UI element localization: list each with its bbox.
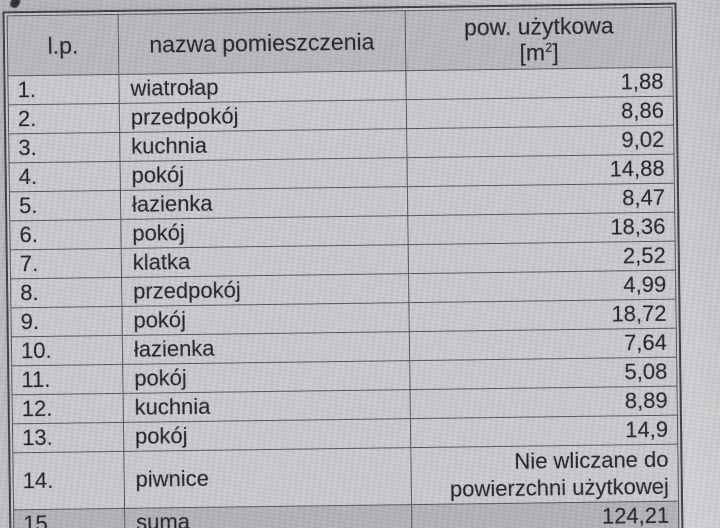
cell-area: 14,88 — [406, 154, 675, 187]
header-usable-area: pow. użytkowa [m2] — [405, 7, 673, 71]
cell-lp: 12. — [12, 393, 124, 424]
table-row-piwnice: 14. piwnice Nie wliczane do powierzchni … — [12, 444, 679, 510]
cell-lp: 9. — [10, 306, 123, 337]
cell-area: 4,99 — [408, 270, 676, 303]
cell-area: 8,86 — [406, 96, 674, 129]
table-header-row: l.p. nazwa pomieszczenia pow. użytkowa [… — [7, 7, 673, 76]
cell-room-name: pokój — [122, 360, 411, 394]
cell-area: 7,64 — [409, 328, 677, 361]
cell-lp: 4. — [9, 161, 121, 192]
cell-lp: 11. — [11, 364, 123, 395]
header-room-name: nazwa pomieszczenia — [117, 10, 406, 75]
cell-area: 9,02 — [406, 125, 674, 158]
room-area-table: l.p. nazwa pomieszczenia pow. użytkowa [… — [2, 2, 684, 528]
cell-lp: 5. — [9, 190, 121, 221]
cell-lp: 8. — [10, 277, 122, 308]
cell-room-name: piwnice — [123, 447, 412, 509]
cell-lp: 10. — [11, 335, 123, 366]
cell-room-name: przedpokój — [121, 273, 409, 307]
cell-room-name: pokój — [119, 157, 408, 191]
cell-lp: 7. — [10, 248, 122, 279]
header-lp: l.p. — [7, 14, 119, 76]
cell-lp: 13. — [12, 422, 124, 453]
cell-room-name: pokój — [123, 418, 411, 452]
cell-room-name: przedpokój — [119, 99, 407, 133]
cell-room-name: łazienka — [122, 331, 410, 365]
cell-area: 2,52 — [408, 241, 676, 274]
cell-room-name: suma — [124, 504, 412, 528]
cell-lp: 3. — [8, 132, 120, 163]
room-area-table-grid: l.p. nazwa pomieszczenia pow. użytkowa [… — [7, 7, 680, 528]
cell-lp: 1. — [7, 74, 120, 105]
cell-area: 8,89 — [410, 386, 678, 419]
cell-lp: 15. — [13, 508, 125, 528]
cell-area: 8,47 — [407, 183, 675, 216]
cell-lp: 6. — [9, 219, 121, 250]
cell-room-name: pokój — [121, 302, 410, 336]
cell-area: 1,88 — [405, 67, 674, 100]
cell-room-name: pokój — [120, 215, 409, 249]
header-usable-area-line1: pow. użytkowa — [463, 11, 614, 40]
cell-room-name: kuchnia — [122, 389, 411, 423]
cell-room-name: wiatrołap — [118, 70, 407, 104]
cell-room-name: klatka — [120, 244, 409, 278]
cell-lp: 2. — [8, 103, 120, 134]
cell-area: 18,72 — [408, 299, 677, 332]
cell-lp: 14. — [12, 451, 125, 510]
cell-area: 5,08 — [409, 357, 678, 390]
cell-room-name: kuchnia — [119, 128, 407, 162]
cell-room-name: łazienka — [120, 186, 408, 220]
cell-area: 124,21 — [411, 501, 679, 528]
header-usable-area-line2: [m2] — [519, 38, 559, 66]
cell-area: 14,9 — [410, 415, 678, 448]
cell-area-note: Nie wliczane do powierzchni użytkowej — [410, 444, 679, 505]
cell-area: 18,36 — [407, 212, 676, 245]
stray-ink-mark — [9, 0, 22, 10]
